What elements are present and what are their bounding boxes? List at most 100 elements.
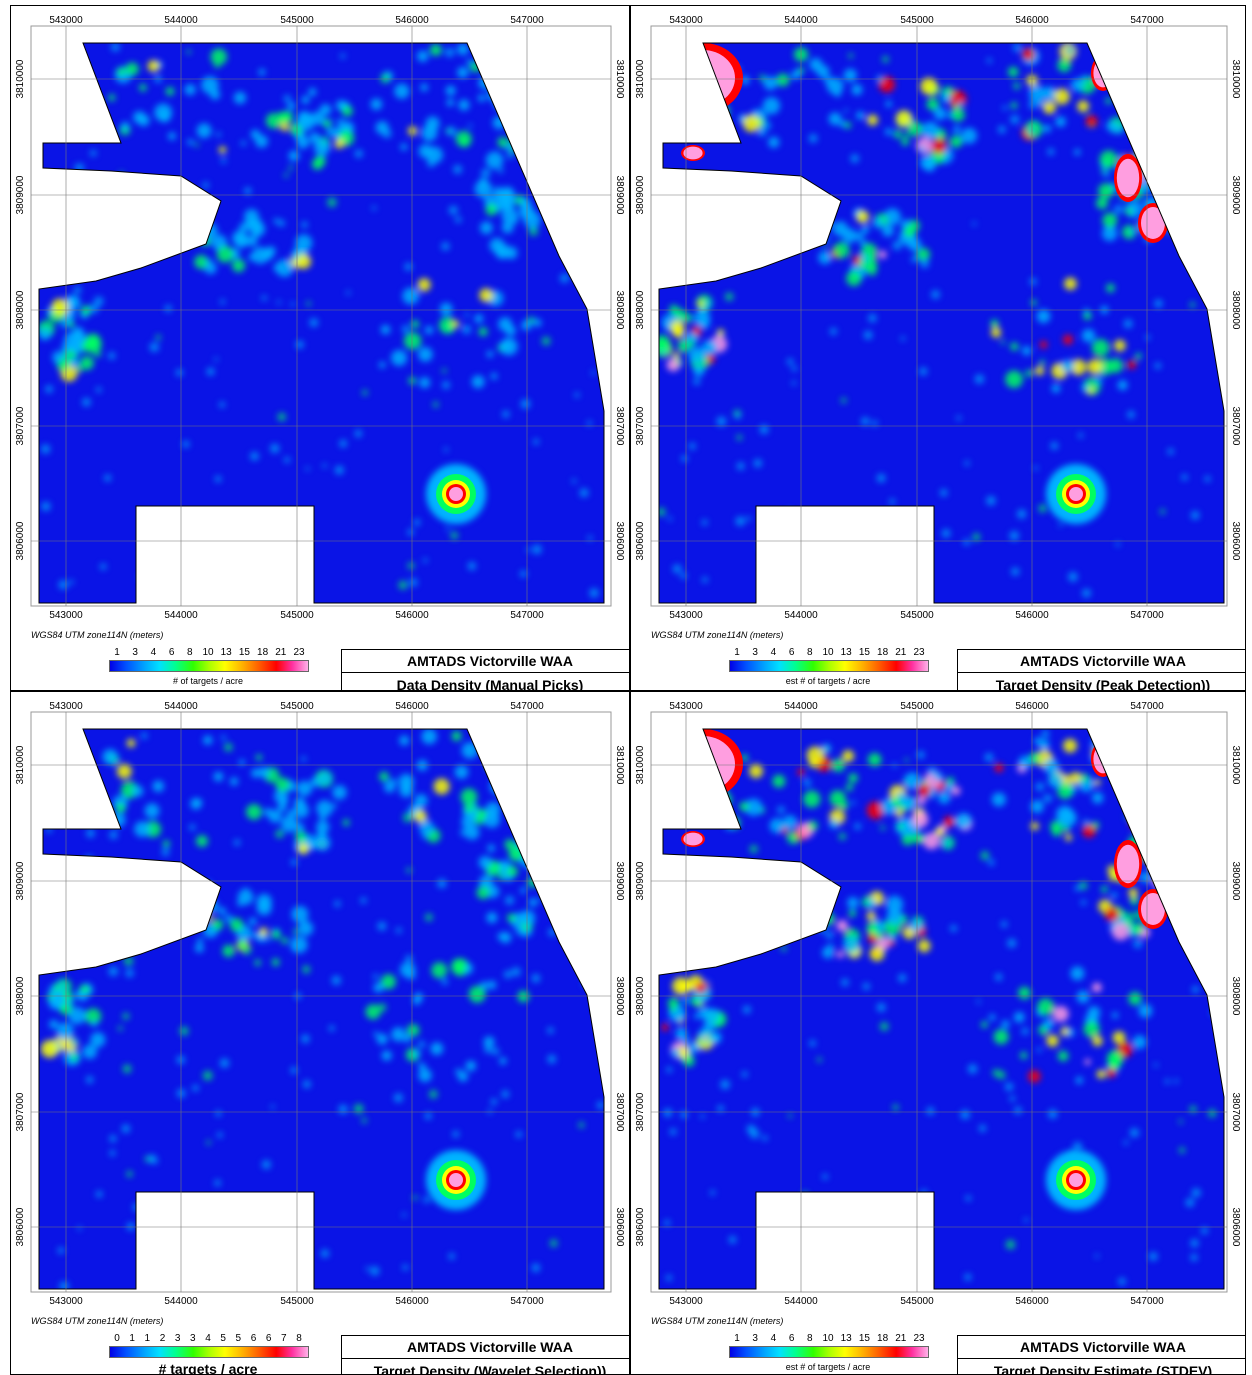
legend-tick-label: 3 — [752, 647, 758, 658]
y-tick-label: 3810000 — [635, 745, 646, 784]
density-map: 543000 543000 544000 544000 545000 545000 5460… — [635, 15, 1241, 621]
color-legend: 1 3 4 6 8 10 13 15 18 21 23 # of targets / acre — [103, 647, 313, 690]
map-frame — [650, 25, 1228, 607]
density-map: 543000 543000 544000 544000 545000 545000 5460… — [15, 15, 625, 621]
x-tick-label: 543000 — [49, 610, 83, 621]
survey-area — [659, 729, 1224, 1289]
legend-tick-label: 6 — [250, 1333, 257, 1344]
x-tick-label: 546000 — [395, 1296, 429, 1307]
survey-area — [39, 729, 604, 1289]
y-tick-label: 3808000 — [614, 291, 625, 330]
legend-tick-label: 8 — [187, 647, 193, 658]
x-tick-label: 544000 — [164, 610, 198, 621]
survey-area — [659, 43, 1224, 603]
x-tick-label: 544000 — [784, 15, 818, 26]
legend-tick-labels: 1 3 4 6 8 10 13 15 18 21 23 — [723, 647, 933, 659]
legend-tick-label: 3 — [132, 647, 138, 658]
map-frame — [30, 711, 612, 1293]
y-tick-label: 3809000 — [614, 862, 625, 901]
legend-tick-label: 13 — [220, 647, 232, 658]
y-tick-label: 3806000 — [635, 1207, 646, 1246]
legend-color-bar — [729, 1346, 929, 1358]
legend-tick-label: 4 — [205, 1333, 211, 1344]
x-tick-label: 547000 — [510, 701, 544, 712]
legend-tick-label: 5 — [220, 1333, 226, 1344]
legend-caption: # of targets / acre — [172, 676, 244, 686]
y-tick-label: 3808000 — [635, 976, 646, 1015]
y-tick-label: 3807000 — [15, 406, 26, 445]
legend-tick-label: 18 — [257, 647, 269, 658]
map-panel-wavelet-selection: 543000 543000 544000 544000 545000 545000 5460… — [10, 691, 630, 1375]
legend-tick-label: 10 — [822, 647, 834, 658]
legend-tick-label: 10 — [822, 1333, 834, 1344]
y-tick-label: 3808000 — [1230, 291, 1241, 330]
y-tick-label: 3807000 — [1230, 1093, 1241, 1132]
x-tick-label: 544000 — [784, 610, 818, 621]
legend-tick-label: 7 — [281, 1333, 287, 1344]
y-tick-label: 3808000 — [614, 977, 625, 1016]
map-frame — [650, 711, 1228, 1293]
x-tick-label: 547000 — [1130, 15, 1164, 26]
legend-tick-label: 15 — [858, 1333, 870, 1344]
x-tick-label: 544000 — [784, 701, 818, 712]
legend-tick-label: 15 — [238, 647, 250, 658]
legend-tick-label: 1 — [734, 647, 740, 658]
x-tick-label: 544000 — [164, 15, 198, 26]
y-tick-label: 3806000 — [15, 1207, 26, 1246]
density-map: 543000 543000 544000 544000 545000 545000 5460… — [635, 701, 1241, 1307]
map-subtitle: Target Density Estimate (STDEV) — [993, 1363, 1213, 1375]
legend-tick-label: 10 — [202, 647, 214, 658]
y-tick-label: 3809000 — [635, 175, 646, 214]
legend-tick-label: 8 — [807, 647, 813, 658]
legend-tick-label: 6 — [265, 1333, 272, 1344]
x-tick-label: 545000 — [280, 15, 314, 26]
y-tick-label: 3807000 — [614, 1093, 625, 1132]
x-tick-label: 543000 — [49, 701, 83, 712]
map-frame — [30, 25, 612, 607]
coordinate-system-label: WGS84 UTM zone114N (meters) — [651, 1316, 784, 1326]
map-subtitle: Target Density (Wavelet Selection)) — [373, 1363, 607, 1375]
map-panel-stdev-estimate: 543000 543000 544000 544000 545000 545000 5460… — [630, 691, 1246, 1375]
y-tick-label: 3808000 — [15, 290, 26, 329]
legend-tick-label: 1 — [734, 1333, 740, 1344]
x-tick-label: 545000 — [280, 1296, 314, 1307]
y-tick-label: 3810000 — [1230, 60, 1241, 99]
legend-tick-label: 23 — [293, 647, 305, 658]
x-tick-label: 544000 — [784, 1296, 818, 1307]
legend-tick-label: 1 — [144, 1333, 151, 1344]
y-tick-label: 3810000 — [1230, 746, 1241, 785]
x-tick-label: 544000 — [164, 1296, 198, 1307]
legend-color-bar — [109, 660, 309, 672]
legend-tick-label: 23 — [913, 647, 925, 658]
x-tick-label: 547000 — [1130, 1296, 1164, 1307]
y-tick-label: 3807000 — [1230, 407, 1241, 446]
map-title: AMTADS Victorville WAA — [342, 649, 629, 673]
y-tick-label: 3809000 — [635, 861, 646, 900]
legend-tick-label: 6 — [788, 1333, 795, 1344]
legend-tick-label: 3 — [174, 1333, 181, 1344]
y-tick-label: 3809000 — [1230, 176, 1241, 215]
legend-caption: # targets / acre — [158, 1361, 258, 1375]
x-tick-label: 546000 — [1015, 701, 1049, 712]
legend-tick-label: 21 — [895, 647, 907, 658]
x-tick-label: 547000 — [510, 1296, 544, 1307]
x-tick-label: 545000 — [280, 701, 314, 712]
x-tick-label: 543000 — [669, 701, 703, 712]
y-tick-label: 3808000 — [15, 976, 26, 1015]
legend-tick-label: 0 — [114, 1333, 120, 1344]
map-subtitle: Data Density (Manual Picks) — [396, 677, 584, 691]
title-block: AMTADS Victorville WAA Target Density Es… — [957, 1335, 1245, 1375]
y-tick-label: 3807000 — [15, 1092, 26, 1131]
x-tick-label: 545000 — [900, 1296, 934, 1307]
legend-caption: est # of targets / acre — [785, 676, 871, 686]
y-tick-label: 3806000 — [635, 521, 646, 560]
x-tick-label: 545000 — [280, 610, 314, 621]
x-tick-label: 543000 — [669, 610, 703, 621]
legend-tick-label: 21 — [895, 1333, 907, 1344]
legend-tick-label: 13 — [840, 1333, 852, 1344]
legend-caption: est # of targets / acre — [785, 1362, 871, 1372]
x-tick-label: 547000 — [1130, 610, 1164, 621]
legend-tick-labels: 1 3 4 6 8 10 13 15 18 21 23 — [103, 647, 313, 659]
